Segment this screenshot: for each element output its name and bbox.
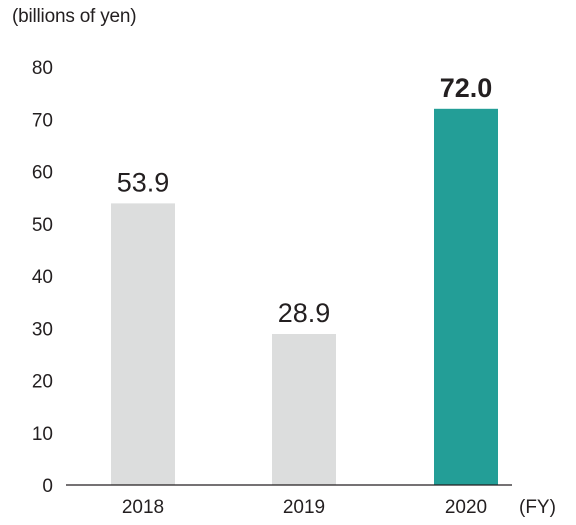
data-label-2018: 53.9 [117,167,170,197]
y-unit-label: (billions of yen) [12,6,137,27]
y-tick-label: 60 [32,163,53,184]
y-axis-ticks: 0 10 20 30 40 50 60 70 80 [32,58,53,497]
y-tick-label: 0 [42,476,53,497]
y-tick-label: 50 [32,215,53,236]
x-tick-label: 2019 [283,497,325,518]
y-tick-label: 10 [32,424,53,445]
data-label-2020: 72.0 [440,73,493,103]
y-tick-label: 70 [32,110,53,131]
x-tick-label: 2020 [445,497,487,518]
bar-2018 [111,203,175,485]
y-tick-label: 30 [32,319,53,340]
data-labels: 53.9 28.9 72.0 [117,73,493,328]
y-tick-label: 40 [32,267,53,288]
data-label-2019: 28.9 [278,298,331,328]
x-tick-label: 2018 [122,497,164,518]
x-axis-ticks: 2018 2019 2020 [122,497,487,518]
y-tick-label: 80 [32,58,53,79]
bars [111,108,498,486]
bar-2019 [272,333,336,485]
y-tick-label: 20 [32,372,53,393]
bar-2020 [434,108,498,486]
x-unit-label: (FY) [519,497,556,518]
